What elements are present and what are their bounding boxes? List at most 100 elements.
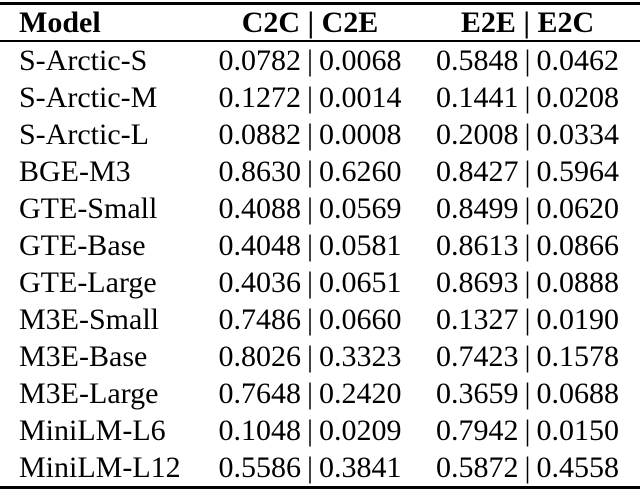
value-separator: | [524,303,531,336]
e2e-value: 0.7423 [435,340,519,373]
e2e-value: 0.7942 [435,414,519,447]
value-separator: | [306,118,313,151]
value-separator: | [306,81,313,114]
c2c-value: 0.1272 [218,81,301,114]
c2c-c2e-cell: 0.8026 | 0.3323 [205,338,415,375]
c2e-value: 0.6260 [319,155,402,188]
column-header-e2e-e2c: E2E | E2C [415,3,640,42]
c2c-value: 0.7648 [218,377,301,410]
value-separator: | [306,303,313,336]
header-row: Model C2C | C2E E2E | E2C [0,3,640,42]
e2c-value: 0.0888 [536,266,620,299]
table-row: M3E-Small 0.7486 | 0.0660 0.1327 | 0.0190 [0,301,640,338]
e2e-value: 0.1327 [435,303,519,336]
value-separator: | [524,192,531,225]
table-row: BGE-M3 0.8630 | 0.6260 0.8427 | 0.5964 [0,153,640,190]
e2e-e2c-cell: 0.7423 | 0.1578 [415,338,640,375]
value-separator: | [524,155,531,188]
e2e-value: 0.5848 [435,44,519,77]
table-body: S-Arctic-S 0.0782 | 0.0068 0.5848 | 0.0462 S… [0,41,640,488]
model-name: GTE-Base [19,229,146,262]
e2e-e2c-cell: 0.5848 | 0.0462 [415,41,640,79]
table-row: S-Arctic-M 0.1272 | 0.0014 0.1441 | 0.0208 [0,79,640,116]
e2e-value: 0.8427 [435,155,519,188]
value-separator: | [524,229,531,262]
value-separator: | [306,155,313,188]
value-separator: | [306,192,313,225]
c2e-value: 0.0008 [319,118,402,151]
value-separator: | [306,44,313,77]
c2c-value: 0.7486 [218,303,301,336]
model-name: GTE-Small [19,192,158,225]
value-separator: | [306,229,313,262]
e2c-value: 0.0208 [536,81,620,114]
value-separator: | [524,451,531,484]
e2c-value: 0.1578 [536,340,620,373]
table-row: S-Arctic-L 0.0882 | 0.0008 0.2008 | 0.0334 [0,116,640,153]
model-name: MiniLM-L6 [19,414,166,447]
table-row: GTE-Large 0.4036 | 0.0651 0.8693 | 0.0888 [0,264,640,301]
model-name: S-Arctic-L [19,118,149,151]
value-separator: | [524,414,531,447]
e2c-value: 0.0688 [536,377,620,410]
table-row: MiniLM-L6 0.1048 | 0.0209 0.7942 | 0.0150 [0,412,640,449]
c2c-c2e-cell: 0.5586 | 0.3841 [205,449,415,488]
value-separator: | [306,266,313,299]
c2c-value: 0.4036 [218,266,301,299]
e2e-value: 0.1441 [435,81,519,114]
model-name: BGE-M3 [19,155,131,188]
e2e-e2c-cell: 0.7942 | 0.0150 [415,412,640,449]
table-row: MiniLM-L12 0.5586 | 0.3841 0.5872 | 0.4558 [0,449,640,488]
c2c-value: 0.5586 [218,451,301,484]
c2e-value: 0.0581 [319,229,402,262]
c2e-value: 0.3841 [319,451,402,484]
value-separator: | [306,377,313,410]
c2e-value: 0.0014 [319,81,402,114]
c2c-c2e-cell: 0.4036 | 0.0651 [205,264,415,301]
table-row: M3E-Large 0.7648 | 0.2420 0.3659 | 0.0688 [0,375,640,412]
value-separator: | [306,451,313,484]
c2c-c2e-cell: 0.4088 | 0.0569 [205,190,415,227]
e2c-value: 0.5964 [536,155,620,188]
c2c-c2e-cell: 0.8630 | 0.6260 [205,153,415,190]
model-name: GTE-Large [19,266,157,299]
c2c-value: 0.0782 [218,44,301,77]
e2e-e2c-cell: 0.5872 | 0.4558 [415,449,640,488]
c2c-c2e-cell: 0.0782 | 0.0068 [205,41,415,79]
e2e-value: 0.8613 [435,229,519,262]
table-header: Model C2C | C2E E2E | E2C [0,3,640,42]
model-name: M3E-Large [19,377,159,410]
model-name: MiniLM-L12 [19,451,181,484]
e2c-value: 0.0334 [536,118,620,151]
model-name: M3E-Small [19,303,159,336]
e2e-value: 0.3659 [435,377,519,410]
c2e-value: 0.2420 [319,377,402,410]
e2c-value: 0.0866 [536,229,620,262]
e2e-e2c-cell: 0.2008 | 0.0334 [415,116,640,153]
e2c-value: 0.0620 [536,192,620,225]
e2e-e2c-cell: 0.8693 | 0.0888 [415,264,640,301]
value-separator: | [524,266,531,299]
table-row: GTE-Small 0.4088 | 0.0569 0.8499 | 0.0620 [0,190,640,227]
c2c-c2e-cell: 0.1048 | 0.0209 [205,412,415,449]
value-separator: | [524,81,531,114]
value-separator: | [306,340,313,373]
c2c-c2e-cell: 0.0882 | 0.0008 [205,116,415,153]
c2e-value: 0.0068 [319,44,402,77]
e2c-value: 0.0462 [536,44,620,77]
table-row: S-Arctic-S 0.0782 | 0.0068 0.5848 | 0.0462 [0,41,640,79]
c2c-c2e-cell: 0.4048 | 0.0581 [205,227,415,264]
model-name: M3E-Base [19,340,148,373]
c2e-value: 0.3323 [319,340,402,373]
e2e-e2c-cell: 0.8613 | 0.0866 [415,227,640,264]
value-separator: | [306,414,313,447]
e2e-e2c-cell: 0.8499 | 0.0620 [415,190,640,227]
c2c-value: 0.0882 [218,118,301,151]
e2e-value: 0.8693 [435,266,519,299]
e2e-e2c-cell: 0.1327 | 0.0190 [415,301,640,338]
c2c-value: 0.1048 [218,414,301,447]
e2e-value: 0.8499 [435,192,519,225]
column-header-model: Model [0,3,205,42]
c2c-value: 0.4088 [218,192,301,225]
